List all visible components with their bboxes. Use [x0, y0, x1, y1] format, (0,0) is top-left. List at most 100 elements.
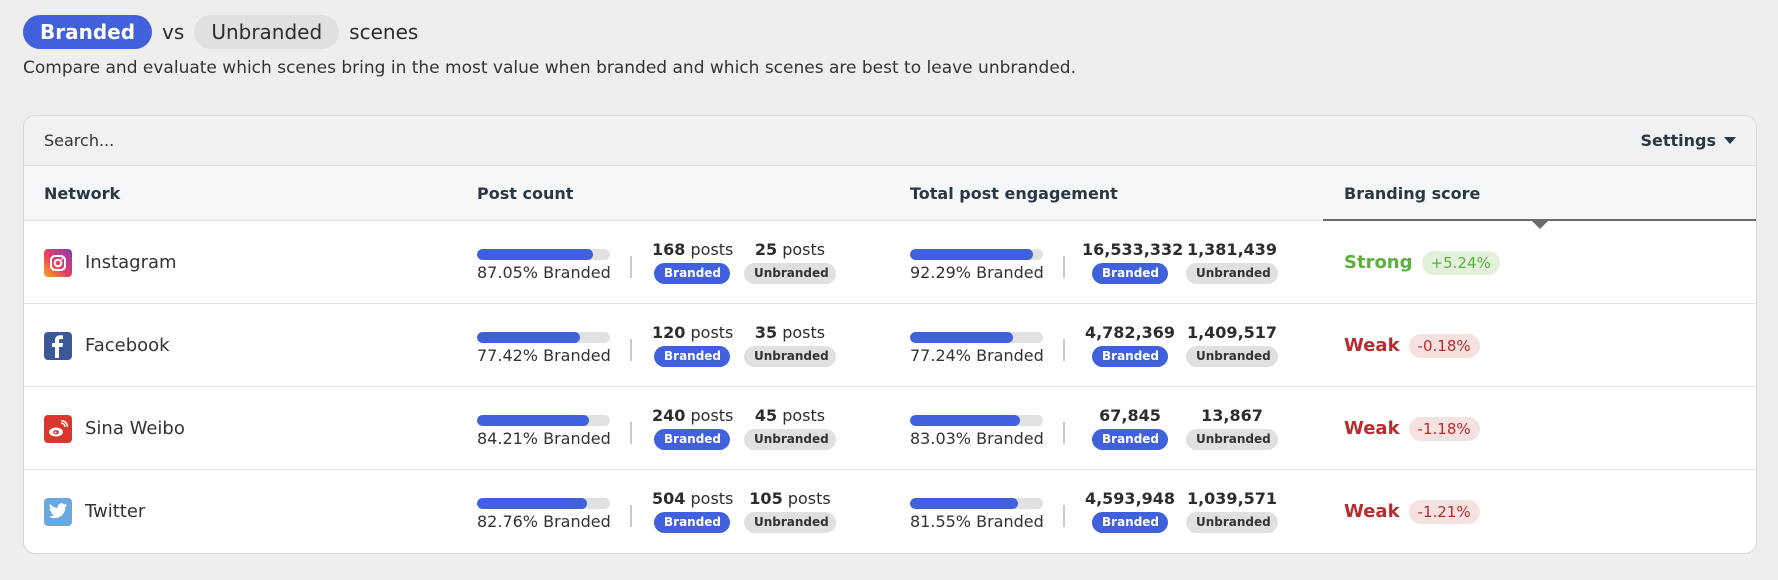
branded-pill: Branded	[23, 15, 153, 49]
branding-score-cell: Weak -1.21%	[1344, 470, 1480, 553]
branded-badge: Branded	[654, 263, 730, 284]
unbranded-posts-stat: 35 posts Unbranded	[744, 323, 836, 367]
settings-dropdown[interactable]: Settings	[1640, 131, 1736, 150]
column-header-network[interactable]: Network	[44, 184, 121, 203]
divider	[630, 422, 632, 444]
weibo-icon	[44, 414, 72, 443]
post-branded-percent: 82.76% Branded	[477, 512, 611, 531]
table-row-sina-weibo[interactable]: Sina Weibo 84.21% Branded 240 posts Bran…	[24, 387, 1756, 470]
divider	[1063, 505, 1065, 527]
engagement-branded-share: 92.29% Branded	[910, 249, 1044, 282]
column-header-branding-score[interactable]: Branding score	[1344, 184, 1481, 203]
engagement-branded-percent: 77.24% Branded	[910, 346, 1044, 365]
instagram-icon	[44, 248, 72, 277]
column-header-post-count[interactable]: Post count	[477, 184, 574, 203]
post-progress-bar	[477, 332, 610, 343]
unbranded-posts-stat: 25 posts Unbranded	[744, 240, 836, 284]
post-branded-share: 87.05% Branded	[477, 249, 611, 282]
unbranded-engagement-stat: 1,039,571 Unbranded	[1184, 489, 1280, 533]
branding-score-change: +5.24%	[1421, 250, 1500, 275]
branded-badge: Branded	[1092, 346, 1168, 367]
branded-badge: Branded	[1092, 429, 1168, 450]
active-sort-underline	[1323, 219, 1756, 221]
post-progress-bar	[477, 498, 610, 509]
unbranded-engagement-stat: 13,867 Unbranded	[1184, 406, 1280, 450]
sort-indicator-icon	[1532, 221, 1548, 229]
table-row-instagram[interactable]: Instagram 87.05% Branded 168 posts Brand…	[24, 221, 1756, 304]
title-suffix: scenes	[349, 20, 419, 44]
post-branded-percent: 77.42% Branded	[477, 346, 611, 365]
twitter-icon	[44, 497, 72, 526]
engagement-branded-percent: 92.29% Branded	[910, 263, 1044, 282]
unbranded-engagement-stat: 1,409,517 Unbranded	[1184, 323, 1280, 367]
table-header: Network Post count Total post engagement…	[24, 166, 1756, 229]
table-toolbar: Settings	[24, 116, 1756, 166]
branded-badge: Branded	[654, 346, 730, 367]
networks-table-panel: Settings Network Post count Total post e…	[23, 115, 1757, 554]
network-cell: Instagram	[44, 221, 177, 304]
network-name: Sina Weibo	[85, 418, 185, 439]
network-name: Twitter	[85, 501, 146, 522]
unbranded-engagement-stat: 1,381,439 Unbranded	[1184, 240, 1280, 284]
branded-posts-stat: 120 posts Branded	[652, 323, 733, 367]
engagement-branded-percent: 83.03% Branded	[910, 429, 1044, 448]
branding-score-change: -1.18%	[1408, 416, 1480, 441]
unbranded-posts-stat: 105 posts Unbranded	[744, 489, 836, 533]
unbranded-pill: Unbranded	[194, 15, 340, 49]
divider	[1063, 256, 1065, 278]
branding-score-cell: Weak -1.18%	[1344, 387, 1480, 470]
post-branded-percent: 84.21% Branded	[477, 429, 611, 448]
branded-badge: Branded	[1092, 512, 1168, 533]
post-branded-share: 84.21% Branded	[477, 415, 611, 448]
facebook-icon	[44, 331, 72, 360]
branded-badge: Branded	[1092, 263, 1168, 284]
branding-score-change: -1.21%	[1408, 499, 1480, 524]
table-row-twitter[interactable]: Twitter 82.76% Branded 504 posts Branded…	[24, 470, 1756, 553]
network-cell: Twitter	[44, 470, 145, 553]
network-cell: Facebook	[44, 304, 170, 387]
unbranded-posts-stat: 45 posts Unbranded	[744, 406, 836, 450]
search-input[interactable]	[44, 131, 644, 150]
vs-text: vs	[162, 20, 185, 44]
post-branded-share: 82.76% Branded	[477, 498, 611, 531]
unbranded-badge: Unbranded	[744, 512, 836, 533]
branding-score-label: Weak	[1344, 335, 1400, 356]
post-branded-share: 77.42% Branded	[477, 332, 611, 365]
network-cell: Sina Weibo	[44, 387, 185, 470]
engagement-branded-share: 81.55% Branded	[910, 498, 1044, 531]
branded-badge: Branded	[654, 429, 730, 450]
engagement-progress-bar	[910, 249, 1043, 260]
engagement-progress-bar	[910, 498, 1043, 509]
branding-score-cell: Strong +5.24%	[1344, 221, 1500, 304]
branded-posts-stat: 168 posts Branded	[652, 240, 733, 284]
page-title: Branded vs Unbranded scenes	[23, 15, 418, 49]
branding-score-label: Weak	[1344, 418, 1400, 439]
engagement-progress-bar	[910, 415, 1043, 426]
branding-score-cell: Weak -0.18%	[1344, 304, 1480, 387]
branding-score-label: Weak	[1344, 501, 1400, 522]
table-row-facebook[interactable]: Facebook 77.42% Branded 120 posts Brande…	[24, 304, 1756, 387]
divider	[630, 339, 632, 361]
branded-engagement-stat: 67,845 Branded	[1082, 406, 1178, 450]
post-progress-bar	[477, 415, 610, 426]
engagement-branded-share: 83.03% Branded	[910, 415, 1044, 448]
unbranded-badge: Unbranded	[744, 346, 836, 367]
settings-label: Settings	[1640, 131, 1716, 150]
branded-engagement-stat: 4,593,948 Branded	[1082, 489, 1178, 533]
engagement-branded-percent: 81.55% Branded	[910, 512, 1044, 531]
divider	[630, 505, 632, 527]
network-name: Facebook	[85, 335, 170, 356]
unbranded-badge: Unbranded	[1186, 263, 1278, 284]
table-body: Instagram 87.05% Branded 168 posts Brand…	[24, 221, 1756, 553]
post-branded-percent: 87.05% Branded	[477, 263, 611, 282]
branded-engagement-stat: 4,782,369 Branded	[1082, 323, 1178, 367]
divider	[630, 256, 632, 278]
branding-score-change: -0.18%	[1408, 333, 1480, 358]
caret-down-icon	[1724, 137, 1736, 144]
divider	[1063, 339, 1065, 361]
engagement-progress-bar	[910, 332, 1043, 343]
unbranded-badge: Unbranded	[744, 429, 836, 450]
branded-posts-stat: 504 posts Branded	[652, 489, 733, 533]
post-progress-bar	[477, 249, 610, 260]
column-header-total-post-engagement[interactable]: Total post engagement	[910, 184, 1118, 203]
